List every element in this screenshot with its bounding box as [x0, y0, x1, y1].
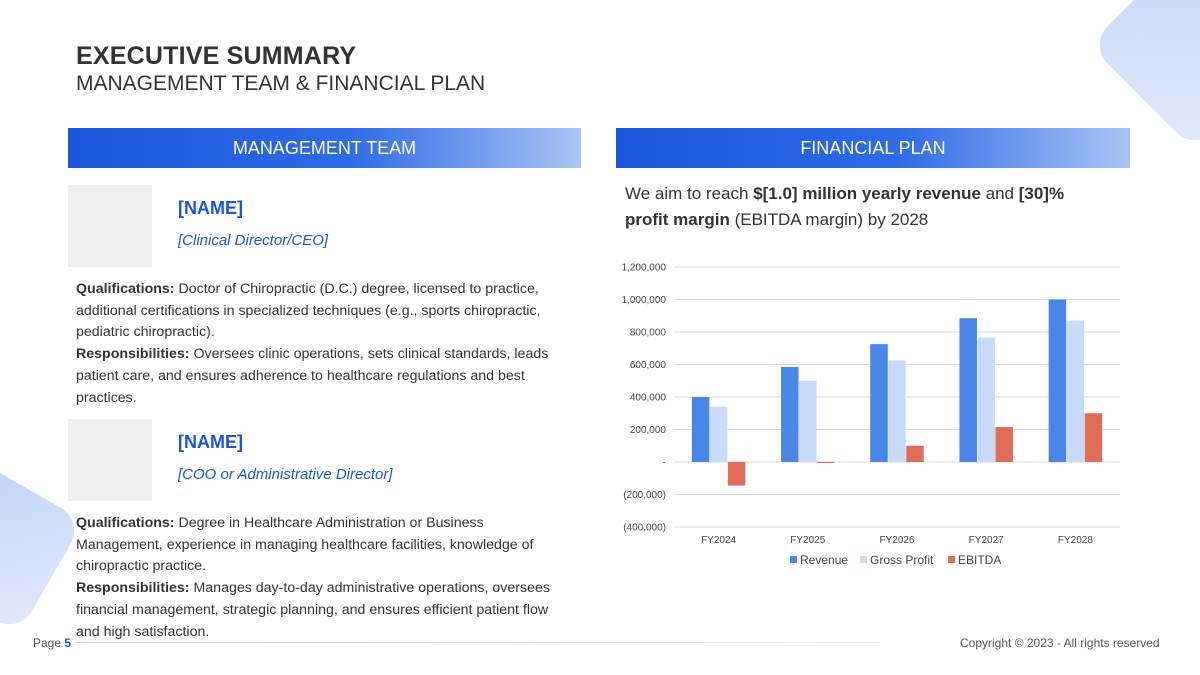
bar-revenue — [691, 397, 710, 462]
member-2-role: [COO or Administrative Director] — [178, 466, 393, 483]
legend-label: EBITDA — [958, 553, 1001, 567]
bar-ebitda — [995, 427, 1013, 462]
bar-gross-profit — [709, 406, 728, 462]
financial-text-part-1: We aim to reach — [625, 184, 754, 203]
member-2-name: [NAME] — [178, 432, 243, 452]
bar-gross-profit — [1066, 320, 1085, 462]
member-2-qualifications-label: Qualifications: — [76, 515, 175, 531]
bar-revenue — [959, 318, 977, 462]
bar-ebitda — [906, 445, 924, 462]
member-2-qualifications-text: Degree in Healthcare Administration or B… — [76, 515, 534, 575]
member-1-photo-placeholder — [68, 185, 152, 267]
financial-text-part-3: (EBITDA margin) by 2028 — [729, 210, 929, 229]
y-tick-label: (200,000) — [623, 490, 666, 501]
member-1-description: Qualifications: Doctor of Chiropractic (… — [76, 279, 566, 409]
financial-revenue-target: $[1.0] million yearly revenue — [753, 184, 981, 203]
bar-ebitda — [817, 462, 835, 463]
bar-revenue — [781, 366, 799, 462]
member-1-qualifications-text: Doctor of Chiropractic (D.C.) degree, li… — [76, 281, 541, 341]
y-tick-label: 1,000,000 — [622, 295, 667, 306]
financial-plan-banner: FINANCIAL PLAN — [616, 128, 1130, 168]
x-tick-label: FY2027 — [969, 535, 1004, 546]
y-tick-label: 800,000 — [630, 328, 667, 339]
y-tick-label: (400,000) — [623, 523, 666, 534]
financial-bar-chart: 1,200,000 1,000,000 800,000 600,000 400,000 2… — [622, 263, 1120, 567]
management-team-banner: MANAGEMENT TEAM — [68, 128, 581, 168]
financial-text-part-2: and — [980, 184, 1019, 203]
legend-label: Revenue — [800, 553, 848, 567]
x-tick-label: FY2028 — [1058, 535, 1093, 546]
y-tick-label: 600,000 — [630, 360, 667, 371]
member-2-responsibilities-label: Responsibilities: — [76, 580, 190, 597]
legend-label: Gross Profit — [870, 553, 934, 567]
financial-margin-target: [30]% profit margin — [625, 184, 1065, 229]
copyright-text: Copyright © 2023 - All rights reserved — [960, 636, 1160, 650]
bar-gross-profit — [888, 360, 906, 462]
bar-ebitda — [1084, 413, 1103, 462]
x-tick-label: FY2024 — [701, 535, 736, 546]
member-2-photo-placeholder — [68, 419, 152, 501]
x-tick-label: FY2025 — [790, 535, 825, 546]
bar-gross-profit — [799, 380, 817, 462]
y-tick-label: 200,000 — [630, 425, 667, 436]
page-title: EXECUTIVE SUMMARY — [76, 42, 357, 70]
bar-revenue — [870, 344, 888, 462]
legend-swatch — [790, 556, 797, 563]
member-1-qualifications-label: Qualifications: — [76, 281, 175, 297]
y-tick-label: - — [663, 458, 666, 469]
page-subtitle: MANAGEMENT TEAM & FINANCIAL PLAN — [76, 72, 486, 95]
member-2-responsibilities-text: Manages day-to-day administrative operat… — [76, 580, 550, 640]
page-label: Page — [33, 636, 62, 650]
y-tick-label: 400,000 — [630, 393, 667, 404]
member-1-responsibilities-label: Responsibilities: — [76, 346, 190, 363]
bar-revenue — [1048, 299, 1067, 462]
member-1-role: [Clinical Director/CEO] — [178, 232, 329, 249]
footer-divider — [75, 642, 880, 643]
member-1-responsibilities-text: Oversees clinic operations, sets clinica… — [76, 346, 549, 406]
member-2-description: Qualifications: Degree in Healthcare Adm… — [76, 513, 574, 643]
legend-swatch — [860, 556, 867, 563]
bar-ebitda — [727, 462, 746, 486]
bar-gross-profit — [977, 337, 995, 462]
legend-swatch — [948, 556, 955, 563]
y-tick-label: 1,200,000 — [622, 263, 667, 274]
x-tick-label: FY2026 — [879, 535, 914, 546]
page-number-value: 5 — [64, 636, 72, 650]
page-number: Page 5 — [33, 636, 71, 650]
member-1-name: [NAME] — [178, 198, 243, 218]
financial-plan-statement: We aim to reach $[1.0] million yearly re… — [625, 181, 1105, 233]
